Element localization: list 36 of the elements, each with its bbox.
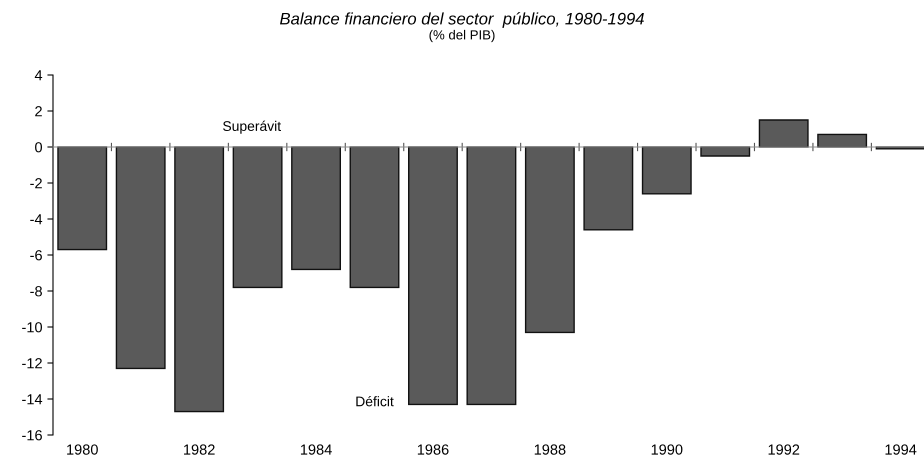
bar — [408, 146, 458, 406]
x-tick-label: 1984 — [300, 444, 332, 455]
bar — [350, 146, 400, 288]
bar — [817, 134, 868, 148]
bar — [291, 146, 342, 270]
y-tick-label: -12 — [22, 358, 42, 368]
chart-title: Balance financiero del sector público, 1980-1994 — [280, 12, 644, 28]
x-tick-label: 1980 — [67, 444, 98, 455]
y-tick-label: -2 — [30, 178, 42, 188]
bar — [232, 146, 283, 288]
bar — [642, 146, 692, 194]
x-tick-label: 1988 — [534, 444, 566, 455]
y-tick-label: 2 — [35, 106, 42, 116]
bar — [583, 146, 634, 230]
x-tick-label: 1990 — [652, 444, 682, 455]
x-tick-label: 1992 — [768, 444, 800, 455]
y-tick-label: -14 — [22, 394, 42, 404]
y-tick-label: -4 — [30, 214, 42, 224]
bar — [116, 146, 166, 370]
annotation: Superávit — [223, 120, 281, 134]
chart-subtitle: (% del PIB) — [429, 30, 495, 42]
y-tick-label: -10 — [22, 322, 42, 332]
bar — [524, 146, 575, 334]
y-tick-label: 4 — [34, 70, 42, 80]
y-tick-label: 0 — [35, 142, 42, 152]
y-tick-label: -16 — [22, 430, 42, 440]
bar — [758, 119, 809, 148]
y-tick-label: -8 — [30, 286, 42, 296]
bar — [466, 146, 516, 406]
bar — [57, 146, 108, 250]
x-tick-label: 1986 — [418, 444, 449, 455]
annotation: Déficit — [356, 396, 394, 406]
bar — [174, 146, 224, 412]
y-tick-label: -6 — [30, 250, 42, 260]
x-tick-label: 1994 — [886, 444, 916, 455]
x-tick-label: 1982 — [184, 444, 215, 455]
